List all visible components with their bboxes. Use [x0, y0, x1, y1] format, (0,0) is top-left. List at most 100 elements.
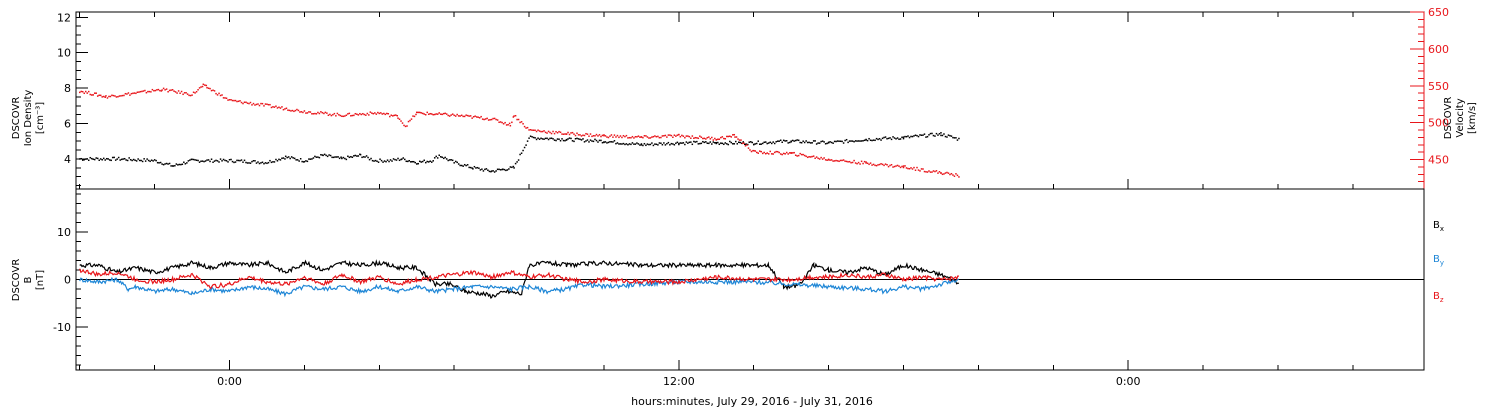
- data-point: [770, 142, 773, 145]
- data-point: [782, 139, 785, 142]
- data-point: [194, 92, 196, 94]
- data-point: [509, 124, 512, 127]
- data-point: [941, 173, 944, 176]
- data-point: [195, 159, 198, 161]
- data-point: [618, 143, 620, 145]
- data-point: [755, 151, 758, 154]
- data-point: [531, 129, 533, 131]
- data-point: [796, 139, 798, 141]
- data-point: [752, 149, 755, 152]
- data-point: [586, 139, 589, 141]
- data-point: [487, 169, 489, 171]
- data-point: [89, 156, 91, 159]
- data-point: [281, 157, 283, 160]
- data-point: [377, 111, 379, 114]
- data-point: [472, 116, 475, 118]
- data-point: [908, 136, 911, 139]
- data-point: [754, 150, 756, 152]
- data-point: [389, 115, 391, 118]
- data-point: [501, 121, 503, 124]
- data-point: [788, 152, 791, 154]
- data-point: [790, 140, 792, 142]
- data-point: [585, 132, 587, 135]
- data-point: [619, 135, 622, 137]
- data-point: [523, 146, 526, 149]
- data-point: [758, 143, 761, 145]
- data-point: [859, 163, 861, 165]
- data-point: [475, 167, 477, 169]
- data-point: [640, 143, 643, 145]
- data-point: [101, 159, 103, 161]
- data-point: [272, 106, 274, 108]
- data-point: [559, 131, 562, 134]
- data-point: [414, 161, 416, 164]
- data-point: [347, 113, 349, 115]
- data-point: [706, 142, 709, 145]
- data-point: [522, 123, 524, 125]
- data-point: [714, 137, 716, 140]
- data-point: [471, 117, 473, 119]
- data-point: [639, 144, 641, 146]
- data-point: [808, 141, 810, 144]
- data-point: [561, 138, 563, 140]
- data-point: [955, 137, 957, 139]
- data-point: [225, 97, 228, 100]
- data-point: [394, 158, 396, 161]
- data-point: [800, 153, 803, 156]
- data-point: [528, 129, 530, 131]
- data-point: [850, 140, 852, 142]
- data-point: [309, 111, 312, 113]
- legend-by: By: [1433, 254, 1444, 267]
- data-point: [317, 111, 319, 114]
- data-point: [711, 143, 713, 145]
- data-point: [772, 153, 774, 155]
- data-point: [857, 161, 860, 164]
- data-point: [309, 158, 312, 160]
- data-point: [743, 142, 745, 144]
- data-point: [361, 156, 363, 159]
- data-point: [919, 170, 921, 172]
- data-point: [292, 157, 294, 159]
- data-point: [318, 156, 321, 159]
- data-point: [727, 143, 730, 146]
- data-point: [538, 130, 541, 132]
- data-point: [726, 143, 728, 145]
- data-point: [640, 144, 643, 146]
- data-point: [791, 139, 794, 142]
- data-point: [282, 157, 285, 159]
- data-point: [435, 155, 437, 158]
- data-point: [577, 134, 580, 136]
- data-point: [767, 153, 770, 155]
- data-point: [80, 157, 82, 160]
- data-point: [198, 87, 201, 89]
- data-point: [390, 114, 393, 116]
- data-point: [520, 121, 523, 123]
- data-point: [89, 93, 91, 96]
- data-point: [772, 141, 774, 143]
- data-point: [818, 142, 821, 144]
- data-point: [755, 142, 758, 145]
- data-point: [546, 137, 548, 140]
- data-point: [320, 153, 322, 156]
- data-point: [275, 158, 277, 161]
- data-point: [457, 163, 460, 165]
- data-point: [658, 136, 661, 139]
- data-point: [878, 163, 881, 166]
- data-point: [326, 112, 328, 114]
- data-point: [744, 145, 747, 147]
- data-point: [448, 159, 451, 161]
- data-point: [745, 143, 748, 145]
- data-point: [372, 112, 375, 115]
- data-point: [466, 114, 469, 117]
- data-point: [502, 123, 505, 125]
- data-point: [723, 143, 725, 146]
- data-point: [715, 141, 718, 144]
- data-point: [376, 160, 378, 163]
- data-point: [904, 135, 906, 138]
- data-point: [913, 135, 915, 137]
- data-point: [122, 158, 124, 160]
- data-point: [848, 140, 851, 142]
- data-point: [606, 136, 608, 138]
- b-tick-label: -10: [53, 321, 71, 334]
- data-point: [721, 136, 724, 138]
